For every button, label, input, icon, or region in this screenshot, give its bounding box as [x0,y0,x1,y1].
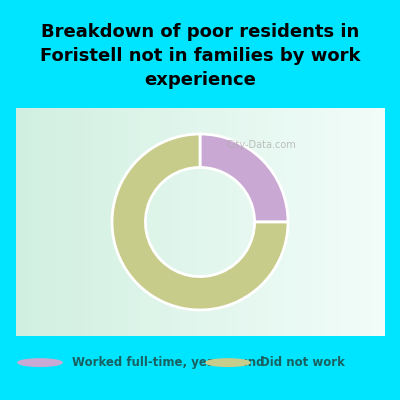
Wedge shape [112,134,288,310]
Text: Breakdown of poor residents in
Foristell not in families by work
experience: Breakdown of poor residents in Foristell… [40,23,360,89]
Text: Worked full-time, year-round: Worked full-time, year-round [72,356,264,369]
Text: Did not work: Did not work [260,356,345,369]
Text: City-Data.com: City-Data.com [227,140,296,150]
Wedge shape [200,134,288,222]
Circle shape [18,359,62,366]
Circle shape [206,359,250,366]
